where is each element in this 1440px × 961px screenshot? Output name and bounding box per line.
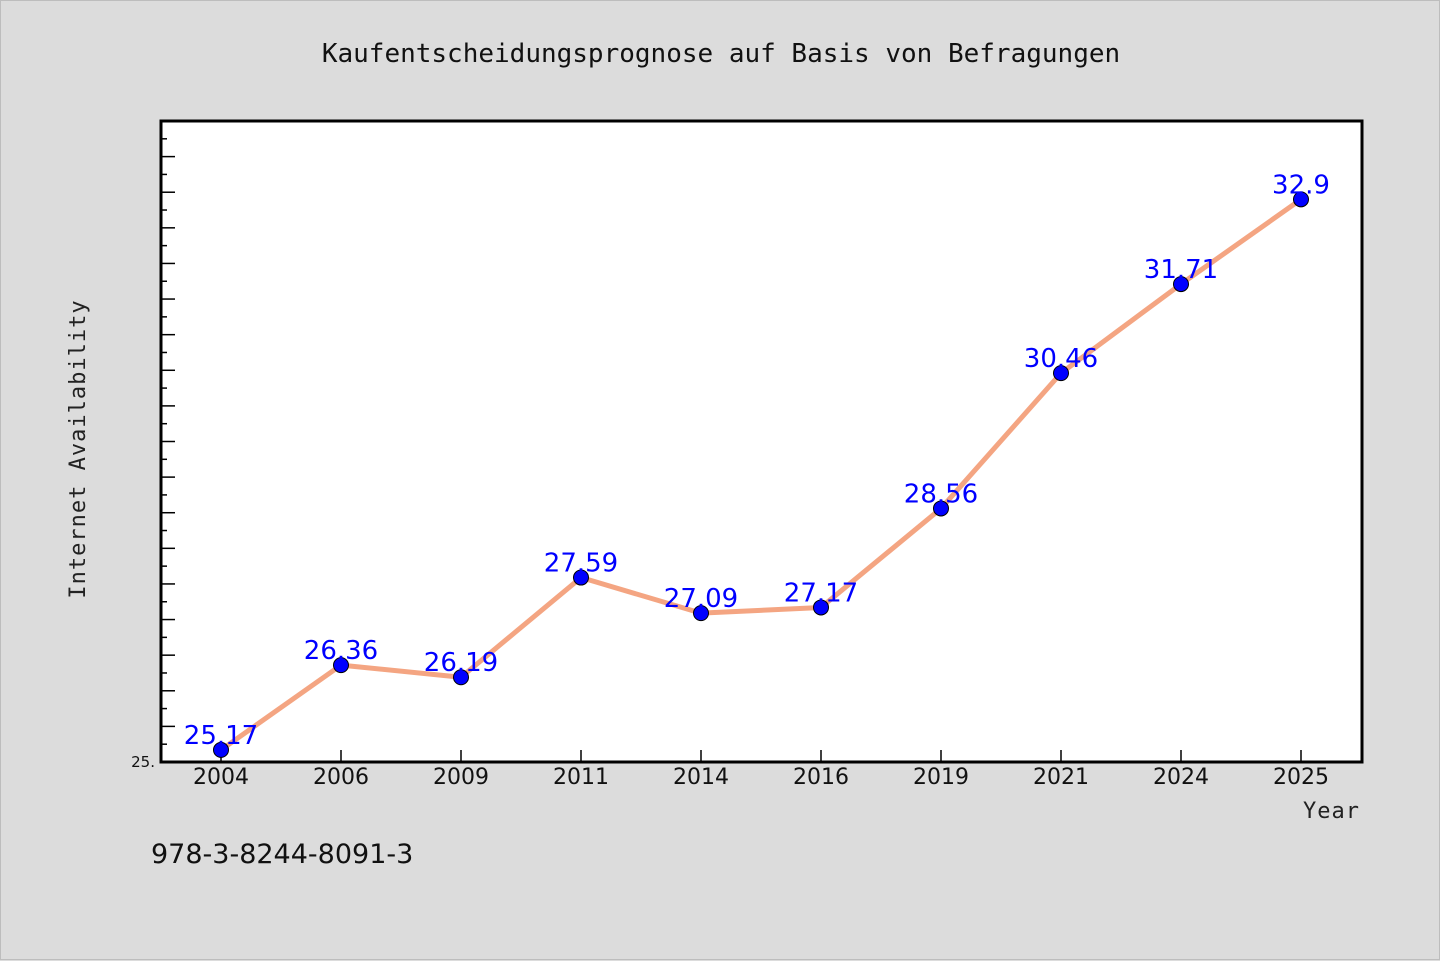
data-point	[213, 741, 229, 758]
chart-title: Kaufentscheidungsprognose auf Basis von …	[322, 39, 1120, 69]
data-label: 28.56	[904, 479, 978, 509]
plot-frame	[159, 119, 1364, 764]
data-label: 27.17	[784, 578, 858, 608]
y-tick-label: 25.	[131, 753, 155, 771]
data-labels: 25.17 26.36 26.19 27.59 27.09 27.17 28.56 30.46…	[184, 170, 1330, 751]
x-tick-label: 2009	[433, 765, 489, 790]
data-label: 32.9	[1272, 170, 1330, 200]
data-label: 25.17	[184, 721, 258, 751]
data-point	[1293, 191, 1309, 208]
data-point	[933, 500, 949, 517]
y-axis-label: Internet Availability	[66, 299, 91, 598]
x-axis-ticks: 2004 2006 2009 2011 2014 2016 2019 2021 2024 2025	[193, 750, 1329, 790]
y-axis-ticks	[161, 120, 175, 763]
isbn-text: 978-3-8244-8091-3	[151, 839, 413, 870]
data-point	[573, 569, 589, 586]
data-label: 26.19	[424, 648, 498, 678]
x-tick-label: 2014	[673, 765, 729, 790]
data-point	[1053, 365, 1069, 382]
data-label: 27.09	[664, 584, 738, 614]
x-tick-label: 2024	[1153, 765, 1209, 790]
data-point	[453, 669, 469, 686]
x-axis-label: Year	[1303, 799, 1360, 824]
data-markers	[213, 191, 1309, 758]
x-tick-label: 2011	[553, 765, 609, 790]
x-tick-label: 2004	[193, 765, 249, 790]
x-tick-label: 2025	[1273, 765, 1329, 790]
data-point	[693, 605, 709, 622]
x-tick-label: 2021	[1033, 765, 1089, 790]
x-tick-label: 2016	[793, 765, 849, 790]
data-point	[813, 599, 829, 616]
x-tick-label: 2006	[313, 765, 369, 790]
data-label: 26.36	[304, 636, 378, 666]
x-tick-label: 2019	[913, 765, 969, 790]
plot-area	[161, 121, 1362, 762]
data-point	[1173, 276, 1189, 293]
series-line	[218, 196, 1304, 753]
data-label: 31.71	[1144, 255, 1218, 285]
data-label: 30.46	[1024, 344, 1098, 374]
data-label: 27.59	[544, 549, 618, 579]
data-point	[333, 657, 349, 674]
series-line-group	[218, 196, 1304, 753]
